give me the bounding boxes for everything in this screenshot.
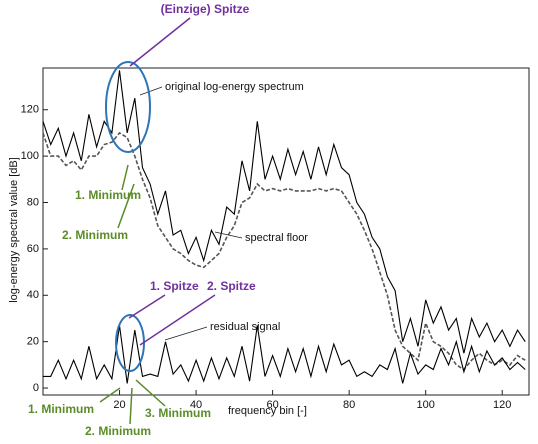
label-leader <box>164 326 208 341</box>
annotation: 2. Minimum <box>62 228 128 242</box>
annotation: 1. Minimum <box>75 188 141 202</box>
series-line <box>42 131 526 371</box>
annotation: 2. Minimum <box>85 424 151 438</box>
series-label: spectral floor <box>245 232 308 244</box>
series-label: original log-energy spectrum <box>165 81 304 93</box>
annotation-arrow <box>128 294 166 319</box>
annotation-arrow <box>99 387 121 403</box>
y-axis-title: log-energy spectral value [dB] <box>8 157 20 303</box>
x-axis-title: frequency bin [-] <box>228 405 307 417</box>
highlight-ellipse <box>105 61 151 153</box>
x-tick-label: 120 <box>493 399 511 411</box>
annotation-arrow <box>129 17 191 67</box>
y-tick-label: 40 <box>27 289 39 301</box>
annotation: 3. Minimum <box>145 406 211 420</box>
y-tick-label: 20 <box>27 336 39 348</box>
y-tick-label: 120 <box>21 104 39 116</box>
x-tick-label: 40 <box>190 399 202 411</box>
annotation: 1. Minimum <box>28 402 94 416</box>
label-leader <box>214 231 243 239</box>
series-line <box>43 325 526 384</box>
x-tick-label: 60 <box>266 399 278 411</box>
annotation: 2. Spitze <box>207 279 256 293</box>
y-tick-label: 100 <box>21 150 39 162</box>
label-leader <box>139 86 163 96</box>
annotation: (Einzige) Spitze <box>161 2 250 16</box>
y-tick-label: 60 <box>27 243 39 255</box>
series-label: residual signal <box>210 321 280 333</box>
annotation-arrow <box>117 183 135 229</box>
annotation-arrow <box>121 164 129 191</box>
x-tick-label: 20 <box>113 399 125 411</box>
y-tick-label: 80 <box>27 196 39 208</box>
annotation-arrow <box>135 379 166 407</box>
x-tick-label: 80 <box>343 399 355 411</box>
plot-frame <box>42 67 530 396</box>
annotation: 1. Spitze <box>150 279 199 293</box>
annotation-arrow <box>139 294 216 346</box>
annotation-arrow <box>129 387 133 425</box>
x-tick-label: 100 <box>416 399 434 411</box>
series-line <box>42 70 526 354</box>
y-tick-label: 0 <box>33 382 39 394</box>
